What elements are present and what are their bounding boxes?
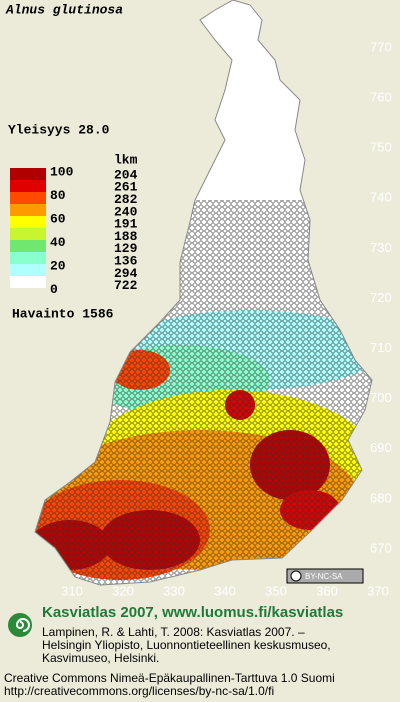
- x-grid-label: 330: [163, 583, 185, 598]
- cc-icon: [290, 570, 302, 582]
- x-grid-label: 360: [316, 583, 338, 598]
- legend-swatch: [10, 264, 46, 276]
- y-grid-label: 750: [370, 140, 392, 155]
- y-grid-label: 710: [370, 340, 392, 355]
- legend-swatch: [10, 276, 46, 288]
- frequency: Yleisyys 28.0: [8, 122, 110, 137]
- x-grid-label: 370: [367, 583, 389, 598]
- legend-swatch: [10, 240, 46, 252]
- legend-swatch: [10, 216, 46, 228]
- legend-count: 240: [114, 204, 138, 219]
- legend-count: 294: [114, 266, 138, 281]
- y-grid-label: 680: [370, 490, 392, 505]
- y-grid-label: 740: [370, 190, 392, 205]
- observations: Havainto 1586: [12, 306, 114, 321]
- legend-count: 722: [114, 278, 138, 293]
- count-header: lkm: [114, 152, 138, 167]
- y-grid-label: 670: [370, 540, 392, 555]
- legend-swatch: [10, 168, 46, 180]
- legend-level: 20: [50, 258, 66, 273]
- citation-line: Helsingin Yliopisto, Luonnontieteellinen…: [42, 638, 331, 652]
- border: [34, 0, 373, 586]
- finland-map: [35, 0, 372, 585]
- legend-count: 282: [114, 192, 138, 207]
- license-badge: [286, 568, 364, 584]
- x-grid-label: 310: [61, 583, 83, 598]
- axes: 770 760 750 740 730 720 710 700 690 680 670 310 320 3…: [61, 39, 392, 598]
- x-grid-label: 340: [214, 583, 236, 598]
- legend-count: 129: [114, 241, 138, 256]
- legend-swatch: [10, 204, 46, 216]
- legend-level: 0: [50, 282, 58, 297]
- legend-level: 80: [50, 188, 66, 203]
- x-grid-label: 350: [265, 583, 287, 598]
- citation-line: Kasvimuseo, Helsinki.: [42, 651, 159, 665]
- y-grid-label: 690: [370, 440, 392, 455]
- legend-swatch: [10, 192, 46, 204]
- legend-count: 136: [114, 254, 138, 269]
- y-grid-label: 730: [370, 240, 392, 255]
- site-title: Kasviatlas 2007, www.luomus.fi/kasviatla…: [42, 604, 343, 621]
- license-url: http://creativecommons.org/licenses/by-n…: [4, 684, 274, 698]
- observations-grid: [35, 200, 372, 585]
- legend-count: 204: [114, 167, 138, 182]
- x-grid-label: 320: [112, 583, 134, 598]
- legend-swatch: [10, 252, 46, 264]
- legend-swatch: [10, 228, 46, 240]
- legend-swatch: [10, 180, 46, 192]
- license: Creative Commons Nimeä-Epäkaupallinen-Ta…: [4, 671, 335, 685]
- y-grid-label: 770: [370, 39, 392, 54]
- y-grid-label: 720: [370, 290, 392, 305]
- species-title: Alnus glutinosa: [5, 2, 123, 17]
- legend-count: 191: [114, 217, 138, 232]
- citation-line: Lampinen, R. & Lahti, T. 2008: Kasviatla…: [42, 625, 305, 639]
- legend-level: 60: [50, 211, 66, 226]
- legend-count: 261: [114, 180, 138, 195]
- logo-spiral: [15, 618, 30, 632]
- y-grid-label: 760: [370, 90, 392, 105]
- legend-count: 188: [114, 229, 138, 244]
- y-grid-label: 700: [370, 390, 392, 405]
- legend-level: 40: [50, 235, 66, 250]
- legend: 100 80 60 40 20 0 2042612822401911881291362947…: [10, 164, 138, 297]
- badge-text: BY-NC-SA: [305, 572, 343, 581]
- legend-level: 100: [50, 164, 74, 179]
